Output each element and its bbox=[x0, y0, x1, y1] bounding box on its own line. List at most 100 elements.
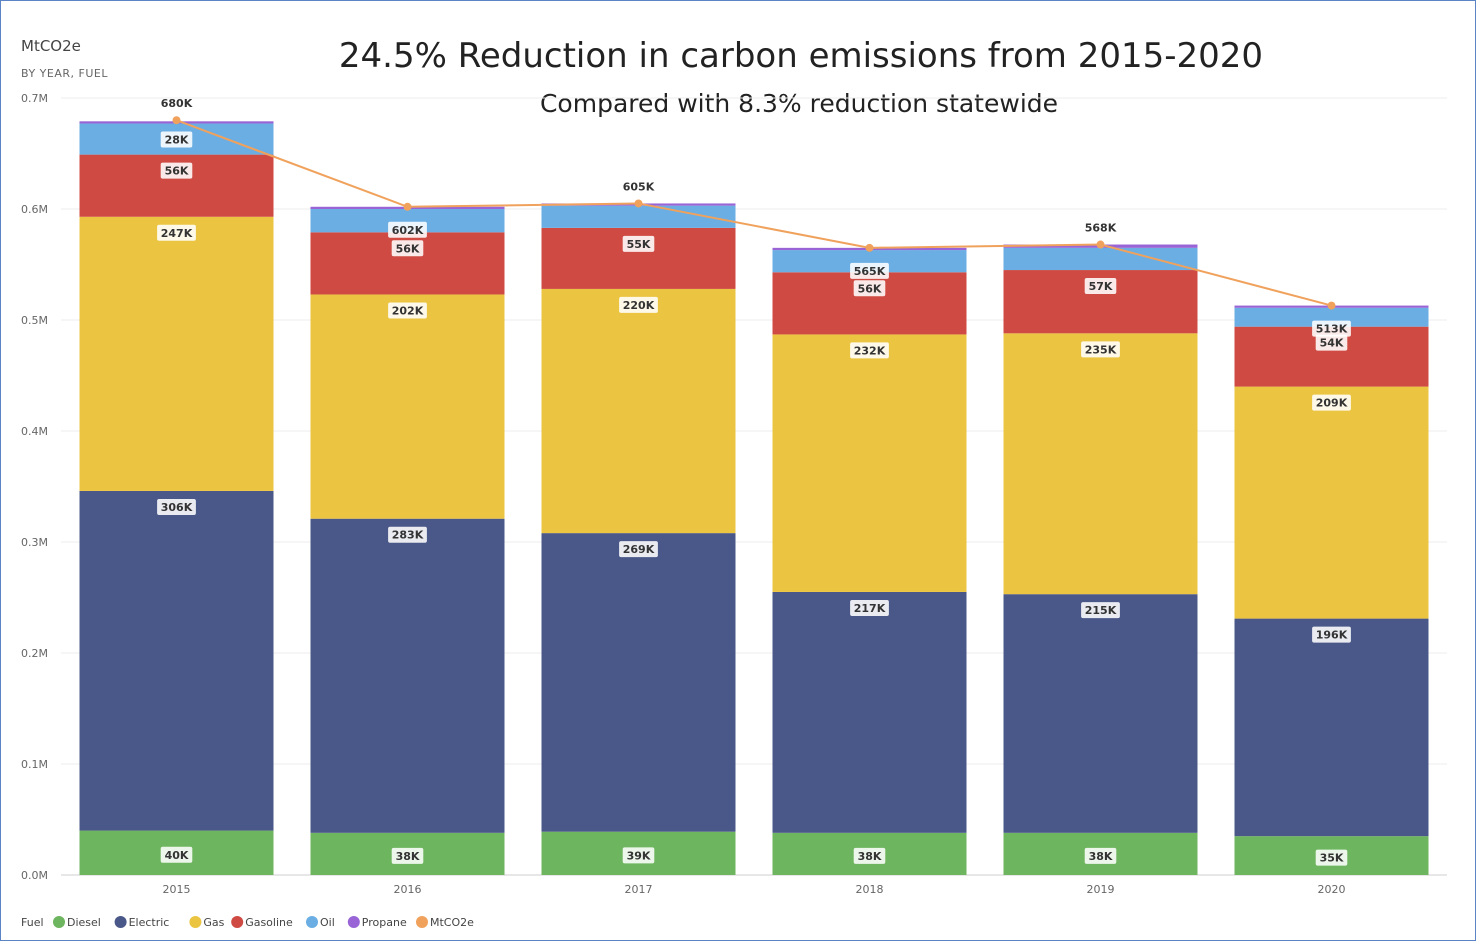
bar-gas-2018[interactable] bbox=[772, 334, 967, 592]
data-label-electric-bg bbox=[157, 498, 196, 515]
total-label-bg bbox=[850, 262, 889, 279]
data-label-diesel-text: 38K bbox=[396, 850, 420, 863]
data-label-gasoline: 56K bbox=[160, 162, 193, 179]
data-label-electric: 283K bbox=[388, 526, 427, 543]
total-line-point[interactable] bbox=[172, 116, 181, 125]
legend-label: Electric bbox=[129, 916, 170, 929]
data-label-electric-bg bbox=[619, 541, 658, 558]
total-label: 513K bbox=[1312, 320, 1351, 337]
legend-label: Gas bbox=[203, 916, 224, 929]
data-label-gas-text: 209K bbox=[1316, 397, 1348, 410]
data-label-electric-text: 283K bbox=[392, 529, 424, 542]
chart-title: 24.5% Reduction in carbon emissions from… bbox=[339, 36, 1263, 76]
legend-swatch bbox=[347, 916, 360, 928]
legend-label: Oil bbox=[320, 916, 335, 929]
data-label-gasoline-bg bbox=[1315, 334, 1348, 351]
bar-gas-2017[interactable] bbox=[541, 288, 736, 534]
data-label-gasoline-bg bbox=[391, 240, 424, 257]
data-label-gasoline-text: 56K bbox=[165, 165, 189, 178]
data-label-gas-bg bbox=[1081, 341, 1120, 358]
x-tick-label: 2016 bbox=[394, 883, 422, 896]
data-label-gas-bg bbox=[619, 296, 658, 313]
total-label: 605K bbox=[623, 180, 655, 193]
data-label-gasoline: 54K bbox=[1315, 334, 1348, 351]
legend[interactable]: Fuel Diesel Electric Gas Gasoline Oil Propane M… bbox=[21, 916, 474, 929]
gridlines bbox=[61, 97, 1447, 876]
data-label-electric: 215K bbox=[1081, 602, 1120, 619]
y-tick-label: 0.4M bbox=[21, 425, 48, 438]
data-label-diesel-text: 35K bbox=[1320, 852, 1344, 865]
x-tick-label: 2020 bbox=[1318, 883, 1346, 896]
bar-oil-2018[interactable] bbox=[772, 250, 967, 273]
data-label-electric-bg bbox=[1312, 626, 1351, 643]
total-label-bg bbox=[388, 221, 427, 238]
bar-oil-2020[interactable] bbox=[1234, 307, 1429, 327]
data-label-gas-bg bbox=[157, 224, 196, 241]
legend-swatch bbox=[306, 916, 318, 928]
y-tick-label: 0.3M bbox=[21, 536, 48, 549]
bar-oil-2019[interactable] bbox=[1003, 247, 1198, 271]
x-tick-label: 2015 bbox=[163, 883, 191, 896]
data-label-gasoline-text: 54K bbox=[1320, 337, 1344, 350]
bar-oil-2017[interactable] bbox=[541, 205, 736, 228]
data-label-gasoline-text: 56K bbox=[858, 282, 882, 295]
data-label-diesel: 35K bbox=[1315, 849, 1348, 866]
data-label-gasoline-bg bbox=[853, 280, 886, 297]
total-line-point[interactable] bbox=[865, 243, 874, 252]
bar-electric-2018[interactable] bbox=[772, 591, 967, 833]
data-label-gasoline: 56K bbox=[853, 280, 886, 297]
bar-gas-2015[interactable] bbox=[79, 216, 274, 491]
data-label-gasoline-text: 55K bbox=[627, 238, 651, 251]
total-line-point[interactable] bbox=[634, 199, 643, 208]
total-line-point[interactable] bbox=[1327, 301, 1336, 310]
y-tick-label: 0.1M bbox=[21, 758, 48, 771]
data-label-diesel: 40K bbox=[160, 846, 193, 863]
data-label-electric-bg bbox=[1081, 602, 1120, 619]
legend-item-oil[interactable]: Oil bbox=[306, 916, 335, 929]
data-label-gasoline: 56K bbox=[391, 240, 424, 257]
data-label-gasoline: 57K bbox=[1084, 278, 1117, 295]
legend-swatch bbox=[53, 916, 65, 928]
data-label-electric-bg bbox=[388, 526, 427, 543]
data-label-electric-text: 269K bbox=[623, 543, 655, 556]
x-tick-label: 2018 bbox=[856, 883, 884, 896]
data-label-gas-bg bbox=[850, 342, 889, 359]
y-tick-label: 0.6M bbox=[21, 203, 48, 216]
total-line-point[interactable] bbox=[403, 202, 412, 211]
legend-item-propane[interactable]: Propane bbox=[347, 916, 407, 929]
bar-gas-2020[interactable] bbox=[1234, 386, 1429, 619]
legend-swatch bbox=[189, 916, 202, 928]
data-label-gasoline-text: 56K bbox=[396, 242, 420, 255]
data-label-gas-text: 220K bbox=[623, 299, 655, 312]
legend-label: Diesel bbox=[67, 916, 101, 929]
total-label: 680K bbox=[161, 97, 193, 110]
bar-gas-2016[interactable] bbox=[310, 294, 505, 519]
data-label-electric: 217K bbox=[850, 599, 889, 616]
total-line: 680K 602K 605K 565K 568K 513K bbox=[161, 97, 1351, 337]
bar-electric-2019[interactable] bbox=[1003, 594, 1198, 833]
y-tick-label: 0.2M bbox=[21, 647, 48, 660]
legend-label: Gasoline bbox=[245, 916, 293, 929]
legend-item-gas[interactable]: Gas bbox=[189, 916, 225, 929]
legend-item-diesel[interactable]: Diesel bbox=[53, 916, 101, 929]
data-label-diesel-text: 38K bbox=[1089, 850, 1113, 863]
data-label-electric: 306K bbox=[157, 498, 196, 515]
chart-subtitle: Compared with 8.3% reduction statewide bbox=[540, 89, 1058, 118]
legend-item-mtco2e[interactable]: MtCO2e bbox=[416, 916, 474, 929]
legend-item-electric[interactable]: Electric bbox=[114, 916, 170, 929]
bar-oil-2016[interactable] bbox=[310, 209, 505, 233]
y-axis-title: MtCO2e bbox=[21, 37, 81, 55]
total-line-point[interactable] bbox=[1096, 240, 1105, 249]
data-label-diesel-bg bbox=[1315, 849, 1348, 866]
data-label-gas-bg bbox=[388, 302, 427, 319]
bar-electric-2017[interactable] bbox=[541, 533, 736, 832]
legend-swatch bbox=[114, 916, 127, 928]
y-tick-label: 0.7M bbox=[21, 92, 48, 105]
bar-gas-2019[interactable] bbox=[1003, 333, 1198, 595]
bar-electric-2020[interactable] bbox=[1234, 618, 1429, 837]
legend-item-gasoline[interactable]: Gasoline bbox=[231, 916, 293, 929]
bar-electric-2015[interactable] bbox=[79, 490, 274, 831]
bar-electric-2016[interactable] bbox=[310, 518, 505, 833]
data-label-electric: 196K bbox=[1312, 626, 1351, 643]
